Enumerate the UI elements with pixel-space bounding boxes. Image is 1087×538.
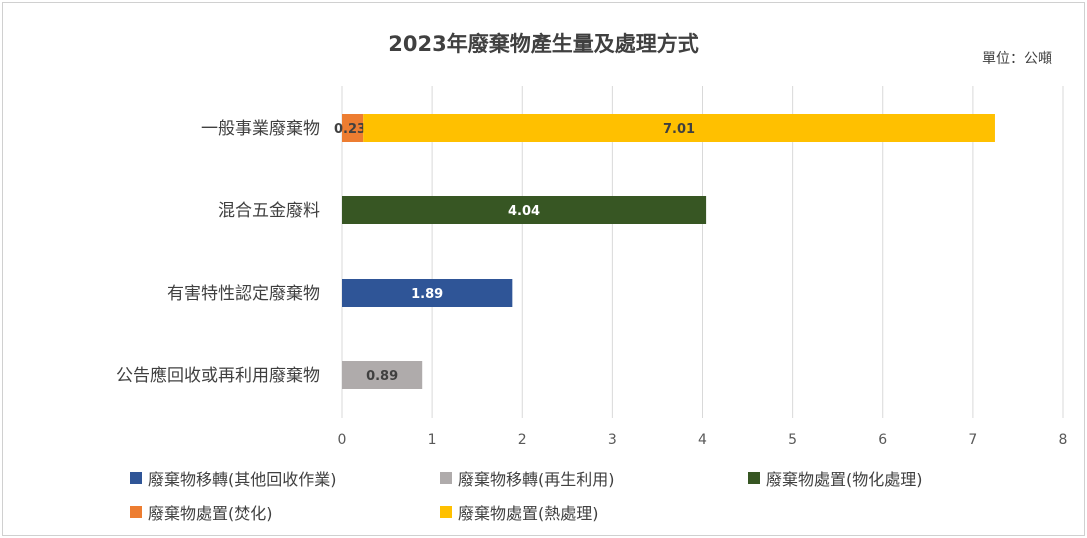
x-tick-label: 7 [968, 432, 977, 448]
data-label: 7.01 [663, 122, 695, 137]
x-tick-label: 6 [878, 432, 887, 448]
legend-item: 廢棄物處置(物化處理) [748, 466, 923, 490]
legend-label: 廢棄物移轉(再生利用) [458, 470, 615, 489]
legend-swatch [130, 472, 142, 484]
data-label: 1.89 [411, 287, 443, 302]
x-tick-label: 3 [608, 432, 617, 448]
category-label: 有害特性認定廢棄物 [167, 284, 320, 304]
category-label: 一般事業廢棄物 [201, 119, 320, 139]
data-label: 4.04 [508, 204, 540, 219]
legend-swatch [130, 506, 142, 518]
legend-label: 廢棄物處置(物化處理) [766, 470, 923, 489]
legend-swatch [440, 472, 452, 484]
data-label: 0.89 [366, 369, 398, 384]
legend-label: 廢棄物處置(焚化) [148, 504, 273, 523]
x-tick-label: 4 [698, 432, 707, 448]
legend-item: 廢棄物移轉(再生利用) [440, 466, 615, 490]
bar [342, 114, 364, 142]
bar [363, 114, 995, 142]
legend-item: 廢棄物處置(熱處理) [440, 500, 599, 524]
legend-item: 廢棄物移轉(其他回收作業) [130, 466, 337, 490]
x-tick-label: 1 [428, 432, 437, 448]
legend-item: 廢棄物處置(焚化) [130, 500, 273, 524]
x-tick-label: 8 [1059, 432, 1068, 448]
bar [342, 361, 423, 389]
chart-title: 2023年廢棄物產生量及處理方式 [388, 32, 699, 56]
x-tick-label: 0 [338, 432, 347, 448]
bar [342, 196, 707, 224]
x-tick-label: 5 [788, 432, 797, 448]
legend-label: 廢棄物移轉(其他回收作業) [148, 470, 337, 489]
unit-label: 單位：公噸 [982, 51, 1052, 67]
legend-swatch [748, 472, 760, 484]
bar [342, 279, 513, 307]
x-tick-label: 2 [518, 432, 527, 448]
legend-swatch [440, 506, 452, 518]
legend-label: 廢棄物處置(熱處理) [458, 504, 599, 523]
category-label: 公告應回收或再利用廢棄物 [116, 365, 320, 386]
category-label: 混合五金廢料 [218, 201, 320, 221]
